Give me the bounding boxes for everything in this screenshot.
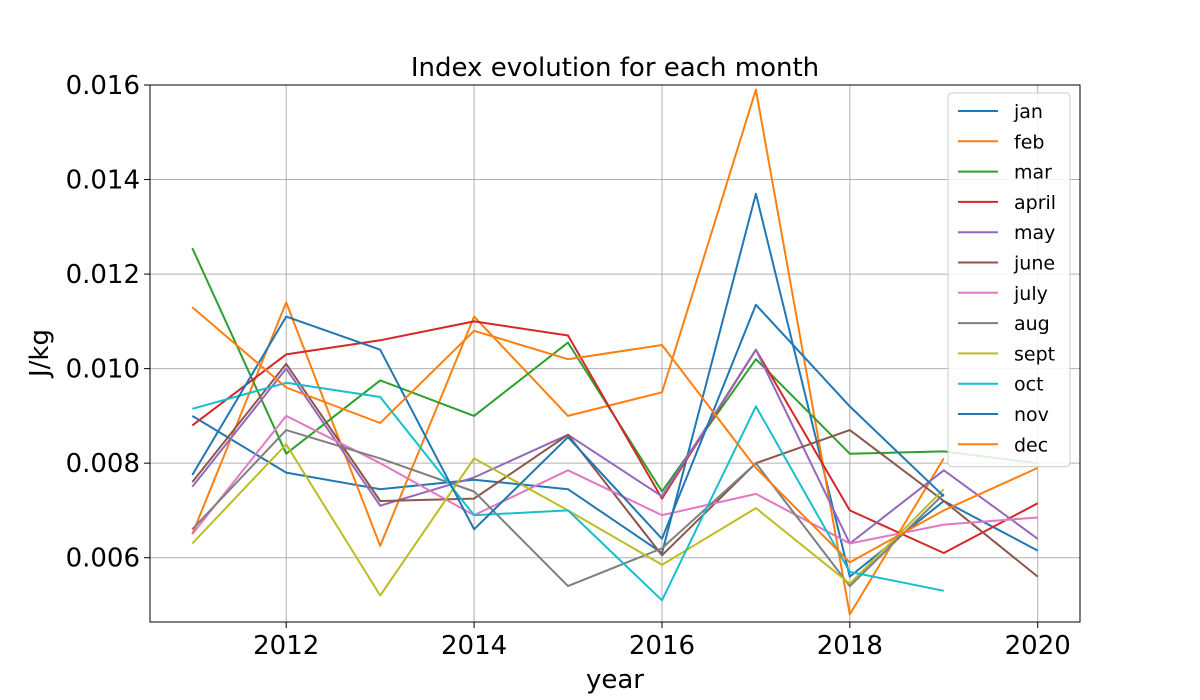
- series-line-nov: [191, 303, 945, 540]
- legend-label-june: june: [1013, 253, 1055, 275]
- y-tick-label: 0.014: [66, 166, 140, 196]
- y-axis-ticks: 0.006 0.008 0.010 0.012 0.014 0.016: [66, 71, 150, 574]
- series-line-april: [191, 320, 1039, 554]
- y-tick-label: 0.016: [66, 71, 140, 101]
- chart-title: Index evolution for each month: [411, 53, 819, 83]
- series-line-sept: [191, 443, 945, 597]
- series-line-dec: [191, 306, 1039, 564]
- series-line-aug: [191, 429, 945, 588]
- legend: jan feb mar april may june july aug sept oct nov de…: [947, 92, 1071, 468]
- x-tick-label: 2018: [817, 631, 883, 661]
- series-line-feb: [191, 88, 945, 616]
- legend-label-sept: sept: [1014, 343, 1055, 365]
- y-axis-label: J/kg: [25, 329, 55, 379]
- legend-box: [947, 92, 1071, 468]
- y-tick-label: 0.010: [66, 355, 140, 385]
- legend-label-dec: dec: [1014, 434, 1048, 456]
- series-lines: [191, 88, 1039, 616]
- series-line-mar: [191, 247, 1038, 493]
- x-tick-label: 2012: [253, 631, 319, 661]
- series-line-june: [191, 362, 1039, 578]
- legend-label-april: april: [1014, 192, 1056, 214]
- legend-label-nov: nov: [1014, 404, 1049, 426]
- y-tick-label: 0.012: [66, 260, 140, 290]
- plot-area-frame: [149, 84, 1081, 623]
- legend-label-mar: mar: [1014, 162, 1052, 184]
- legend-label-oct: oct: [1014, 374, 1044, 396]
- x-axis-ticks: 2012 2014 2016 2018 2020: [253, 622, 1071, 661]
- x-axis-label: year: [586, 665, 644, 695]
- x-tick-label: 2014: [441, 631, 507, 661]
- legend-label-may: may: [1014, 222, 1055, 244]
- series-line-may: [191, 348, 1039, 545]
- x-tick-label: 2020: [1005, 631, 1071, 661]
- legend-label-jan: jan: [1013, 101, 1043, 123]
- x-tick-label: 2016: [629, 631, 695, 661]
- legend-label-feb: feb: [1014, 131, 1044, 153]
- legend-label-aug: aug: [1014, 313, 1050, 335]
- y-tick-label: 0.006: [66, 544, 140, 574]
- series-line-oct: [192, 381, 944, 602]
- y-tick-label: 0.008: [66, 449, 140, 479]
- legend-label-july: july: [1013, 283, 1048, 305]
- series-line-july: [191, 414, 1038, 545]
